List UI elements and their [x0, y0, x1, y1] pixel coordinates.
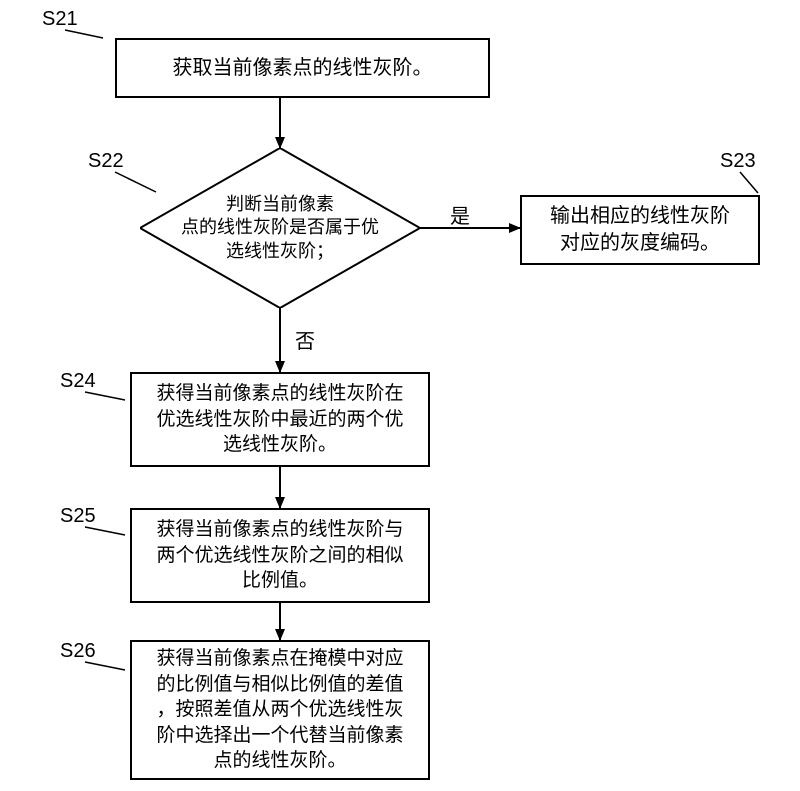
- label-s22: S22: [88, 150, 124, 173]
- label-s21: S21: [42, 8, 78, 31]
- node-s24: 获得当前像素点的线性灰阶在优选线性灰阶中最近的两个优选线性灰阶。: [130, 372, 430, 467]
- node-s25-text: 获得当前像素点的线性灰阶与两个优选线性灰阶之间的相似比例值。: [156, 517, 403, 594]
- edge-label-no: 否: [295, 325, 315, 354]
- node-s23: 输出相应的线性灰阶对应的灰度编码。: [520, 195, 760, 265]
- node-s23-text: 输出相应的线性灰阶对应的灰度编码。: [550, 203, 730, 257]
- label-s26: S26: [60, 640, 96, 663]
- edge-label-yes: 是: [450, 200, 470, 229]
- node-s24-text: 获得当前像素点的线性灰阶在优选线性灰阶中最近的两个优选线性灰阶。: [156, 381, 403, 458]
- node-s25: 获得当前像素点的线性灰阶与两个优选线性灰阶之间的相似比例值。: [130, 508, 430, 603]
- node-s22: 判断当前像素点的线性灰阶是否属于优选线性灰阶；: [140, 148, 420, 308]
- label-s25: S25: [60, 505, 96, 528]
- node-s22-text: 判断当前像素点的线性灰阶是否属于优选线性灰阶；: [181, 193, 379, 263]
- flowchart-canvas: S21 S22 S23 S24 S25 S26 获取当前像素点的线性灰阶。 判断…: [0, 0, 800, 791]
- node-s26-text: 获得当前像素点在掩模中对应的比例值与相似比例值的差值，按照差值从两个优选线性灰阶…: [156, 646, 403, 774]
- label-s23: S23: [720, 150, 756, 173]
- node-s21-text: 获取当前像素点的线性灰阶。: [173, 55, 433, 82]
- node-s21: 获取当前像素点的线性灰阶。: [115, 38, 490, 98]
- label-s24: S24: [60, 370, 96, 393]
- node-s26: 获得当前像素点在掩模中对应的比例值与相似比例值的差值，按照差值从两个优选线性灰阶…: [130, 640, 430, 780]
